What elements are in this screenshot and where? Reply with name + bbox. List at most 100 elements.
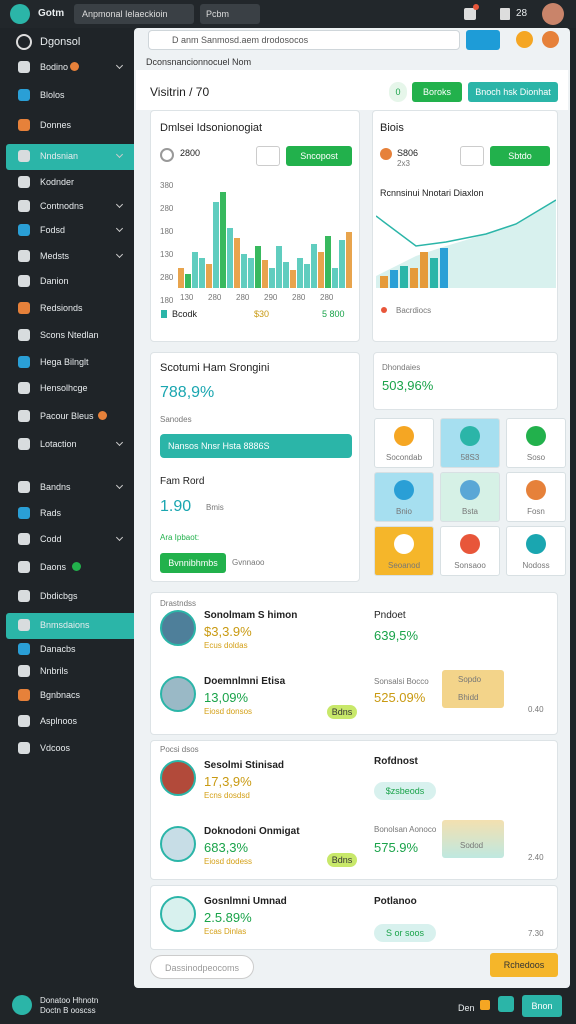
card-title: Biois [380,122,404,134]
badge: 28 [516,8,528,19]
tile-icon [394,426,414,446]
highlight [442,670,504,708]
button[interactable]: Bnon [522,995,562,1017]
button[interactable]: Bnoch hsk Dionhat [468,82,558,102]
doc-icon [500,8,510,20]
tile-icon [394,480,414,500]
chart-bar [440,248,448,288]
y-label: 180 [160,296,174,305]
tile-icon [460,480,480,500]
pill[interactable]: 0 [389,82,407,102]
icon [498,996,514,1012]
side-icon [18,329,30,341]
footer-value: $30 [254,309,270,319]
chart-bar [206,264,212,288]
legend-text: Bacrdiocs [396,306,432,315]
button[interactable]: Bvnnibhmbs [160,553,226,573]
pill[interactable]: $zsbeods [374,782,436,800]
side-icon [18,507,30,519]
progress-bar[interactable]: Nansos Nnsr Hsta 8886S [160,434,352,458]
corner-value: 0.40 [528,705,544,714]
breadcrumb: Dconsnancionnocuel Nom [146,57,252,67]
highlight-label: Sopdo [458,675,482,684]
row-value: 683,3% [204,840,249,855]
side-icon [18,302,30,314]
row-name: Sesolmi Stinisad [204,760,285,771]
chart-bar [410,268,418,288]
side-arrow [115,250,124,259]
tile-label: Bnio [395,507,412,516]
side-item: Daons [40,562,67,572]
row-value: 13,09% [204,690,249,705]
side-icon [18,119,30,131]
tag[interactable]: Bdns [327,705,357,719]
chart-bar [227,228,233,288]
chart-bar [339,240,345,288]
avatar [160,676,196,712]
tag[interactable]: Bdns [327,853,357,867]
card [373,352,558,410]
y-label: 280 [160,273,174,282]
pill[interactable]: S or soos [374,924,436,942]
side-arrow [115,438,124,447]
value: 2800 [180,148,201,158]
link: Gvnnaoo [232,558,265,567]
tile-label: Socondab [385,453,423,462]
ext-2 [516,31,533,48]
right-value: 575.9% [374,840,419,855]
search-field[interactable]: Anpmonal Ielaeckioin [74,4,194,24]
chart-bar [178,268,184,288]
chart-bar [390,270,398,288]
tile-label: Sonsaoo [454,561,486,570]
chart-bar [380,276,388,288]
avatar [12,995,32,1015]
row-name: Doknodoni Onmigat [204,826,300,837]
tile-label: Bsta [461,507,478,516]
side-item: Lotaction [40,439,77,449]
tile-label: Soso [526,453,546,462]
side-icon [18,590,30,602]
button[interactable]: Rchedoos [490,953,558,977]
right-title: Rofdnost [374,756,418,767]
side-icon [18,665,30,677]
tab[interactable]: Pcbm [200,4,260,24]
chart-bar [276,246,282,288]
section-header: Drastndss [160,599,197,608]
section [150,885,558,950]
avatar [542,3,564,25]
highlight-label: Sodod [460,841,484,850]
side-item: Redsionds [40,303,83,313]
side-item: Danion [40,276,69,286]
button[interactable]: Sncopost [286,146,352,166]
tile-icon [526,426,546,446]
chart-bar [241,254,247,288]
side-item: Donnes [40,120,72,130]
side-item: Kodnder [40,177,75,187]
chart-bar [255,246,261,288]
tile-icon [526,480,546,500]
side-item: Bandns [40,482,71,492]
ext-1 [466,30,500,50]
highlight [442,820,504,858]
side-item: Medsts [40,251,70,261]
card-title: Scotumi Ham Srongini [160,362,270,374]
side-item: Danacbs [40,644,76,654]
side-item: Dbdicbgs [40,591,78,601]
avatar [160,760,196,796]
button[interactable]: Dassinodpeocoms [150,955,254,979]
button[interactable]: Sbtdo [490,146,550,166]
row-name: Gosnlmni Umnad [204,896,287,907]
side-item: Blolos [40,90,65,100]
side-icon [18,176,30,188]
side-icon [18,150,30,162]
row-sub: Eiosd dodess [204,857,253,866]
number: 1.90 [160,498,192,515]
button[interactable]: Boroks [412,82,462,102]
row-value: 17,3,9% [204,774,252,789]
chart-bar [213,202,219,288]
chart-bar [311,244,317,288]
side-icon [18,742,30,754]
tile-icon [526,534,546,554]
tile-icon [394,534,414,554]
square-btn[interactable] [460,146,484,166]
